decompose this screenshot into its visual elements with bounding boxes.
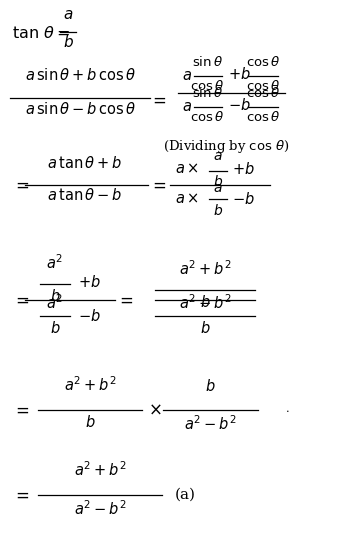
Text: $b$: $b$ [50,320,60,336]
Text: $a\,\sin\theta - b\,\cos\theta$: $a\,\sin\theta - b\,\cos\theta$ [25,101,135,117]
Text: $b$: $b$ [213,203,223,218]
Text: $a^2 + b^2$: $a^2 + b^2$ [64,375,116,394]
Text: $b$: $b$ [200,294,210,310]
Text: $b$: $b$ [62,34,74,50]
Text: $- b$: $- b$ [78,308,101,324]
Text: $- b$: $- b$ [228,97,251,113]
Text: $=$: $=$ [12,486,29,504]
Text: $a\times$: $a\times$ [175,192,199,206]
Text: (a): (a) [175,488,196,502]
Text: $b$: $b$ [50,288,60,304]
Text: $=$: $=$ [149,176,167,194]
Text: $b$: $b$ [205,378,215,394]
Text: $a\,\tan\theta - b$: $a\,\tan\theta - b$ [48,187,122,203]
Text: $\cos\theta$: $\cos\theta$ [246,110,280,124]
Text: $a^2 - b^2$: $a^2 - b^2$ [184,414,236,432]
Text: $+ b$: $+ b$ [232,161,255,177]
Text: $=$: $=$ [149,91,167,108]
Text: $+ b$: $+ b$ [78,274,101,290]
Text: $\cos\theta$: $\cos\theta$ [246,86,280,100]
Text: (Dividing by $\cos\,\theta$): (Dividing by $\cos\,\theta$) [163,138,290,155]
Text: $\cos\theta$: $\cos\theta$ [190,110,224,124]
Text: $a^2 - b^2$: $a^2 - b^2$ [179,293,231,312]
Text: $a$: $a$ [182,100,192,114]
Text: $=$: $=$ [116,292,134,308]
Text: $b$: $b$ [85,414,95,430]
Text: $=$: $=$ [12,401,29,418]
Text: $a\,\sin\theta + b\,\cos\theta$: $a\,\sin\theta + b\,\cos\theta$ [25,67,135,83]
Text: $=$: $=$ [12,176,29,194]
Text: $a^2 - b^2$: $a^2 - b^2$ [74,499,126,518]
Text: $a^2$: $a^2$ [46,254,64,272]
Text: $b$: $b$ [200,320,210,336]
Text: $\cos\theta$: $\cos\theta$ [190,79,224,93]
Text: $- b$: $- b$ [232,191,255,207]
Text: $b$: $b$ [213,174,223,189]
Text: $a\,\tan\theta + b$: $a\,\tan\theta + b$ [48,155,122,171]
Text: $+ b$: $+ b$ [228,66,251,82]
Text: $a^2 + b^2$: $a^2 + b^2$ [74,460,126,479]
Text: $a$: $a$ [213,149,223,163]
Text: $\sin\theta$: $\sin\theta$ [192,55,222,69]
Text: $\sin\theta$: $\sin\theta$ [192,86,222,100]
Text: $a$: $a$ [182,69,192,83]
Text: $=$: $=$ [12,292,29,308]
Text: $a^2 + b^2$: $a^2 + b^2$ [179,259,231,278]
Text: $a$: $a$ [63,8,73,22]
Text: $\cdot$: $\cdot$ [285,405,289,415]
Text: $a$: $a$ [213,181,223,195]
Text: $\cos\theta$: $\cos\theta$ [246,55,280,69]
Text: $a\times$: $a\times$ [175,162,199,176]
Text: $\tan\,\theta =$: $\tan\,\theta =$ [12,25,70,42]
Text: $\cos\theta$: $\cos\theta$ [246,79,280,93]
Text: $\times$: $\times$ [148,401,162,418]
Text: $a^2$: $a^2$ [46,293,64,312]
